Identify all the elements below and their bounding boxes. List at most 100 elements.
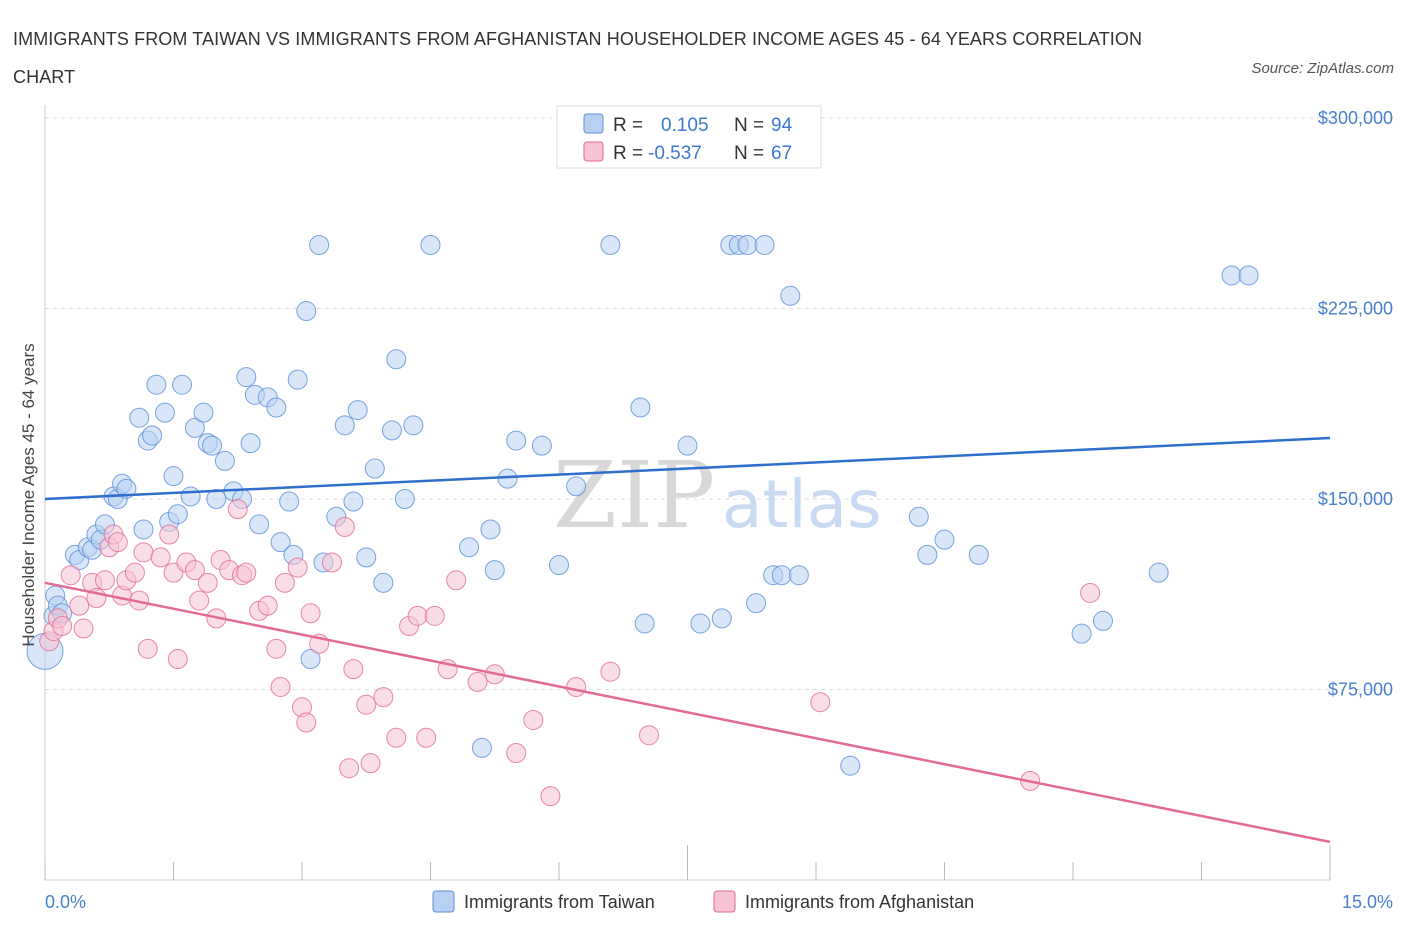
taiwan-point xyxy=(154,402,175,423)
afghanistan-point xyxy=(600,661,621,682)
afghanistan-point xyxy=(94,570,115,591)
afghanistan-point xyxy=(334,516,355,537)
afghanistan-point xyxy=(133,542,154,563)
afghanistan-point xyxy=(227,499,248,520)
taiwan-trend-line xyxy=(44,436,1331,501)
taiwan-point xyxy=(287,369,308,390)
afghanistan-point xyxy=(416,727,437,748)
taiwan-point xyxy=(403,415,424,436)
taiwan-point xyxy=(180,486,201,507)
taiwan-point xyxy=(677,435,698,456)
taiwan-point xyxy=(459,537,480,558)
afghanistan-point xyxy=(343,659,364,680)
taiwan-point xyxy=(600,235,621,255)
afghanistan-point xyxy=(270,676,291,697)
taiwan-point xyxy=(1221,265,1242,286)
taiwan-point xyxy=(1238,265,1259,286)
taiwan-point xyxy=(116,478,137,499)
taiwan-point xyxy=(129,407,150,428)
taiwan-point xyxy=(266,397,287,418)
taiwan-point xyxy=(908,506,929,527)
taiwan-point xyxy=(364,458,385,479)
afghanistan-point xyxy=(257,595,278,616)
legend-r-value-taiwan: 0.105 xyxy=(661,115,709,136)
taiwan-point xyxy=(300,649,321,670)
taiwan-point xyxy=(506,430,527,451)
y-tick-label-3: $300,000 xyxy=(1318,108,1393,128)
taiwan-point xyxy=(531,435,552,456)
taiwan-point xyxy=(968,544,989,565)
stats-legend: R = 0.105 N = 94 R = -0.537 N = 67 xyxy=(556,105,822,169)
x-tick-label-min: 0.0% xyxy=(45,892,86,912)
x-tick-label-max: 15.0% xyxy=(1342,892,1393,912)
taiwan-point xyxy=(296,301,317,322)
afghanistan-point xyxy=(446,570,467,591)
y-tick-label-1: $150,000 xyxy=(1318,489,1393,509)
taiwan-point xyxy=(347,400,368,421)
taiwan-point xyxy=(356,547,377,568)
taiwan-point xyxy=(634,613,655,634)
taiwan-point xyxy=(236,367,257,388)
afghanistan-point xyxy=(386,727,407,748)
bottom-legend-label-taiwan: Immigrants from Taiwan xyxy=(464,892,655,912)
afghanistan-point xyxy=(287,557,308,578)
axes xyxy=(44,105,1331,881)
taiwan-point xyxy=(630,397,651,418)
afghanistan-point xyxy=(189,590,210,611)
afghanistan-point xyxy=(540,786,561,807)
trend-lines xyxy=(44,436,1331,844)
taiwan-point xyxy=(343,491,364,512)
afghanistan-point xyxy=(810,692,831,713)
taiwan-point xyxy=(917,544,938,565)
legend-swatch-taiwan xyxy=(583,113,604,134)
afghanistan-point xyxy=(566,676,587,697)
grid-lines xyxy=(45,117,1393,690)
afghanistan-point xyxy=(274,572,295,593)
afghanistan-point xyxy=(523,709,544,730)
afghanistan-point xyxy=(407,605,428,626)
taiwan-point xyxy=(754,235,775,255)
afghanistan-point xyxy=(197,572,218,593)
taiwan-point xyxy=(484,560,505,581)
taiwan-point xyxy=(1071,623,1092,644)
taiwan-point xyxy=(934,529,955,550)
taiwan-point xyxy=(497,468,518,489)
y-axis-label: Householder Income Ages 45 - 64 years xyxy=(19,343,38,646)
afghanistan-point xyxy=(159,524,180,545)
afghanistan-point xyxy=(300,603,321,624)
afghanistan-point xyxy=(424,605,445,626)
taiwan-point xyxy=(334,415,355,436)
afghanistan-point xyxy=(236,562,257,583)
chart-title: IMMIGRANTS FROM TAIWAN VS IMMIGRANTS FRO… xyxy=(13,29,1143,87)
legend-r-label-taiwan: R = xyxy=(613,115,643,136)
taiwan-point xyxy=(549,555,569,576)
afghanistan-point xyxy=(266,638,287,659)
legend-n-label-afghanistan: N = xyxy=(734,143,764,164)
taiwan-point xyxy=(279,491,300,512)
taiwan-point xyxy=(746,593,767,614)
taiwan-point xyxy=(146,374,167,395)
afghanistan-point xyxy=(60,565,81,586)
afghanistan-point xyxy=(506,743,527,763)
taiwan-point xyxy=(309,235,330,255)
afghanistan-point xyxy=(373,687,394,708)
watermark: ZIP atlas xyxy=(553,442,882,549)
legend-n-label-taiwan: N = xyxy=(734,115,764,136)
legend-r-value-afghanistan: -0.537 xyxy=(648,143,702,164)
afghanistan-point xyxy=(184,560,205,581)
taiwan-point xyxy=(386,349,407,370)
y-tick-labels: $75,000 $150,000 $225,000 $300,000 xyxy=(1318,108,1393,700)
taiwan-point xyxy=(1148,562,1169,583)
taiwan-point xyxy=(193,402,214,423)
taiwan-point xyxy=(167,504,188,525)
taiwan-point xyxy=(840,755,861,776)
series-taiwan-points xyxy=(26,235,1259,776)
taiwan-point xyxy=(184,417,205,438)
afghanistan-point xyxy=(296,712,317,733)
legend-n-value-afghanistan: 67 xyxy=(771,143,792,164)
taiwan-point xyxy=(788,565,809,586)
source-note: Source: ZipAtlas.com xyxy=(1251,60,1394,77)
taiwan-point xyxy=(566,476,587,497)
afghanistan-point xyxy=(167,649,188,670)
